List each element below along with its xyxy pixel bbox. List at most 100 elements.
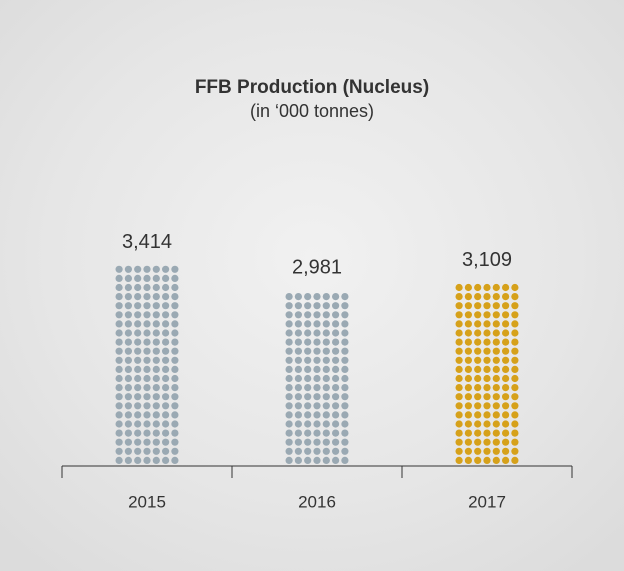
dot	[492, 456, 500, 464]
dot	[455, 411, 463, 419]
dot	[492, 293, 500, 301]
dot-bar	[285, 293, 349, 464]
dot	[313, 329, 321, 337]
dot	[492, 402, 500, 410]
dot	[152, 429, 160, 437]
dot	[152, 447, 160, 455]
dot	[511, 420, 519, 428]
dot	[483, 283, 491, 292]
dot	[162, 438, 170, 446]
dot	[474, 329, 482, 337]
dot	[304, 456, 312, 464]
dot	[455, 374, 463, 383]
dot	[313, 411, 321, 419]
dot	[143, 302, 151, 310]
dot	[483, 374, 491, 383]
dot	[162, 274, 170, 282]
dot	[134, 311, 142, 319]
dot	[171, 438, 179, 446]
dot	[304, 447, 312, 455]
dot	[464, 384, 472, 392]
dot	[294, 320, 302, 328]
dot	[322, 447, 330, 455]
dot	[285, 456, 293, 464]
dot	[162, 356, 170, 364]
dot-bar	[455, 283, 519, 464]
dot	[143, 374, 151, 383]
dot	[511, 402, 519, 410]
dot	[464, 311, 472, 319]
dot	[134, 274, 142, 282]
dot	[332, 293, 340, 301]
dot	[464, 447, 472, 455]
dot	[171, 356, 179, 364]
dot	[341, 438, 349, 446]
value-label: 3,414	[122, 231, 172, 253]
dot	[162, 338, 170, 346]
dot	[124, 374, 132, 383]
dot	[143, 402, 151, 410]
dot	[134, 347, 142, 355]
dot	[124, 365, 132, 373]
dot	[124, 320, 132, 328]
dot	[322, 402, 330, 410]
dot	[332, 438, 340, 446]
dot	[162, 447, 170, 455]
dot	[143, 265, 151, 273]
dot	[483, 429, 491, 437]
dot	[294, 293, 302, 301]
dot	[313, 365, 321, 373]
dot	[171, 374, 179, 383]
dot	[332, 365, 340, 373]
dot	[502, 384, 510, 392]
dot	[492, 320, 500, 328]
dot	[304, 411, 312, 419]
dot	[134, 374, 142, 383]
dot	[313, 374, 321, 383]
dot	[474, 356, 482, 364]
dot	[152, 420, 160, 428]
dot	[492, 393, 500, 401]
x-tick-label: 2016	[298, 492, 336, 511]
dot	[322, 320, 330, 328]
dot	[313, 447, 321, 455]
dot	[502, 302, 510, 310]
dot	[143, 429, 151, 437]
dot	[171, 274, 179, 282]
dot	[313, 456, 321, 464]
dot	[341, 456, 349, 464]
dot	[455, 311, 463, 319]
dot	[341, 402, 349, 410]
dot	[474, 438, 482, 446]
dot	[152, 374, 160, 383]
dot	[152, 411, 160, 419]
dot	[322, 329, 330, 337]
dot	[294, 456, 302, 464]
dot	[294, 402, 302, 410]
dot	[332, 302, 340, 310]
dot	[294, 411, 302, 419]
dot	[115, 329, 123, 337]
dot	[152, 438, 160, 446]
dot	[483, 338, 491, 346]
dot	[294, 384, 302, 392]
dot	[162, 429, 170, 437]
dot	[171, 302, 179, 310]
dot	[285, 429, 293, 437]
dot	[492, 447, 500, 455]
dot	[474, 283, 482, 292]
dot	[152, 347, 160, 355]
dot	[304, 374, 312, 383]
dot	[124, 311, 132, 319]
dot	[171, 456, 179, 464]
dot	[143, 456, 151, 464]
dot	[134, 265, 142, 273]
dot	[171, 283, 179, 292]
dot	[511, 438, 519, 446]
dot	[294, 447, 302, 455]
dot	[134, 393, 142, 401]
dot	[474, 384, 482, 392]
dot	[341, 447, 349, 455]
dot	[294, 347, 302, 355]
dot	[483, 447, 491, 455]
